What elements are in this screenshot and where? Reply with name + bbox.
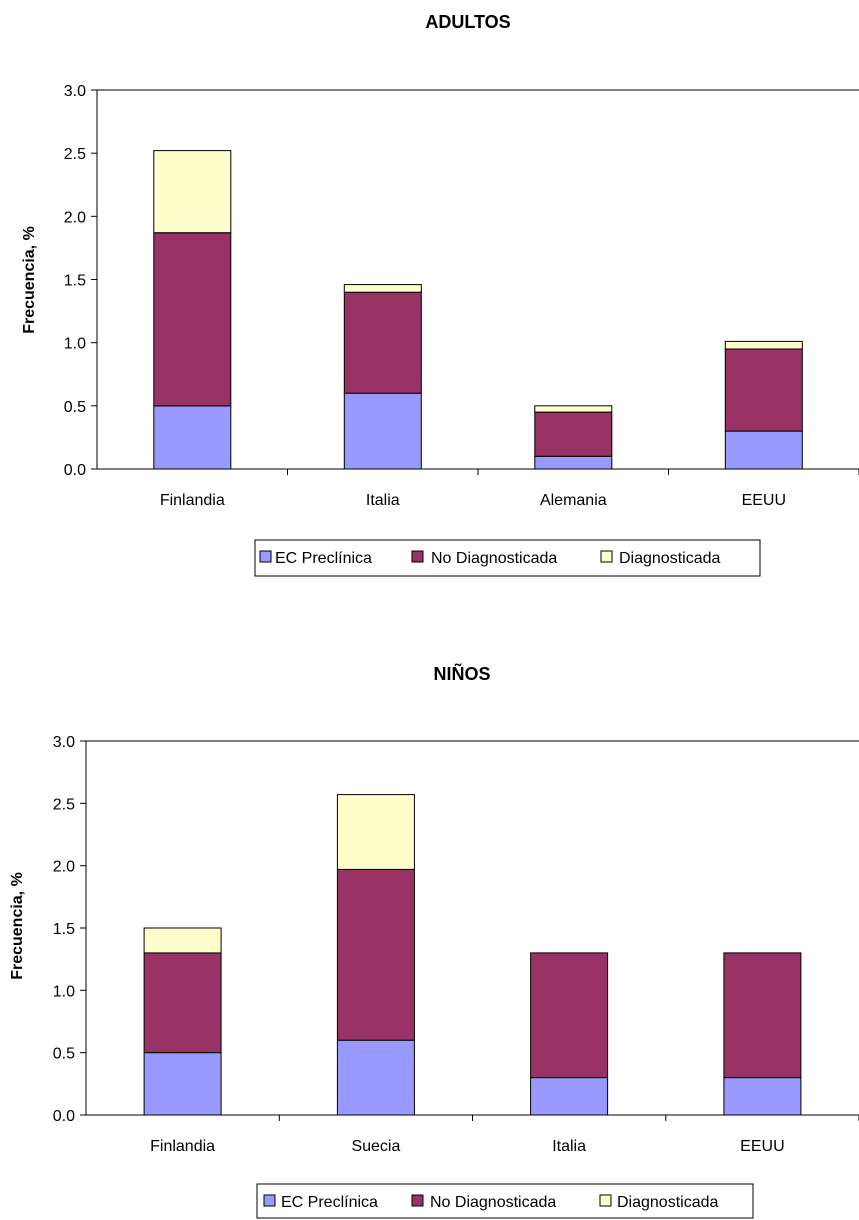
chart-title: ADULTOS <box>425 12 510 32</box>
plot-area: Finlandia Italia Alemania EEUU 0.0 0.5 1.0 1.5 2… <box>64 83 859 509</box>
y-tick-label: 3.0 <box>53 734 75 751</box>
bar-segment <box>530 1077 609 1116</box>
bar-segment <box>343 291 422 394</box>
legend-swatch <box>599 1194 612 1207</box>
bar-segment <box>153 232 232 407</box>
bar-segment <box>143 927 222 954</box>
bar-segment <box>534 405 613 413</box>
y-tick-label: 1.0 <box>64 336 86 353</box>
chart-title: NIÑOS <box>433 663 490 684</box>
x-tick-label: Italia <box>552 1138 586 1155</box>
chart-ninos: NIÑOS Frecuencia, % Finlandia Suecia Itali… <box>9 663 859 1219</box>
y-tick-label: 3.0 <box>64 83 86 100</box>
x-tick-label: EEUU <box>740 1138 784 1155</box>
legend-box <box>256 1183 754 1219</box>
bar-segment <box>534 455 613 470</box>
bar-segment <box>723 1077 802 1116</box>
y-tick-label: 0.0 <box>53 1108 75 1125</box>
bar-segment <box>143 952 222 1054</box>
x-tick-label: Alemania <box>540 492 607 509</box>
y-tick-label: 2.5 <box>64 146 86 163</box>
y-tick-label: 1.5 <box>64 273 86 290</box>
legend-label: No Diagnosticada <box>430 1194 556 1211</box>
bar-segment <box>724 340 803 350</box>
legend-swatch <box>600 550 613 563</box>
legend-label: EC Preclínica <box>275 550 372 567</box>
bar-segment <box>336 1039 415 1116</box>
legend-swatch <box>263 1194 276 1207</box>
bar-segment <box>723 952 802 1079</box>
bar-segment <box>336 794 415 870</box>
bar-segment <box>724 430 803 470</box>
y-axis-label: Frecuencia, % <box>9 872 26 980</box>
x-tick-label: EEUU <box>742 492 786 509</box>
bar-segment <box>153 150 232 234</box>
y-tick-label: 2.5 <box>53 796 75 813</box>
bar-segment <box>534 411 613 457</box>
y-tick-label: 0.5 <box>53 1046 75 1063</box>
legend-label: Diagnosticada <box>617 1194 719 1211</box>
legend-box <box>254 539 761 577</box>
y-tick-label: 1.0 <box>53 983 75 1000</box>
bar-segment <box>343 392 422 470</box>
bar-segment <box>343 284 422 293</box>
plot-area: Finlandia Suecia Italia EEUU 0.0 0.5 1.0 1.5 2.0… <box>53 734 859 1155</box>
y-tick-label: 1.5 <box>53 921 75 938</box>
x-tick-label: Suecia <box>351 1138 400 1155</box>
legend-label: No Diagnosticada <box>431 550 557 567</box>
x-tick-label: Finlandia <box>160 492 225 509</box>
x-tick-label: Italia <box>366 492 400 509</box>
bar-segment <box>336 868 415 1041</box>
bar-segment <box>153 405 232 470</box>
y-tick-label: 0.5 <box>64 399 86 416</box>
bar-segment <box>143 1052 222 1116</box>
legend-swatch <box>411 550 424 563</box>
y-tick-label: 0.0 <box>64 462 86 479</box>
y-tick-label: 2.0 <box>53 859 75 876</box>
y-tick-label: 2.0 <box>64 209 86 226</box>
bar-segment <box>724 348 803 432</box>
legend: EC Preclínica No Diagnosticada Diagnosti… <box>256 1183 754 1219</box>
legend: EC Preclínica No Diagnosticada Diagnosti… <box>254 539 761 577</box>
y-axis-label: Frecuencia, % <box>21 226 38 334</box>
chart-adultos: ADULTOS Frecuencia, % Finlandia Italia Ale… <box>21 12 859 577</box>
bar-segment <box>530 952 609 1079</box>
legend-label: Diagnosticada <box>619 550 721 567</box>
x-tick-label: Finlandia <box>150 1138 215 1155</box>
legend-swatch <box>411 1194 424 1207</box>
legend-label: EC Preclínica <box>281 1194 378 1211</box>
legend-swatch <box>259 550 272 563</box>
